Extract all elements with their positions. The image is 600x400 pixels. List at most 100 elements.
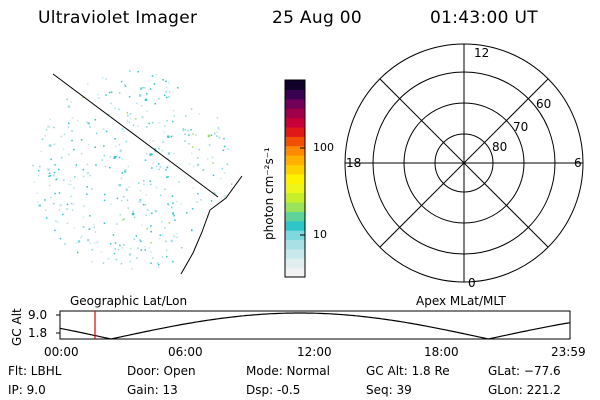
emission-speckle [108,91,111,94]
emission-speckle [150,242,152,244]
emission-speckle [175,233,178,235]
emission-speckle [48,175,50,177]
emission-speckle [70,195,72,198]
emission-speckle [159,234,162,236]
emission-speckle [107,257,110,260]
emission-speckle [115,258,118,261]
emission-speckle [159,166,162,168]
emission-speckle [144,87,146,89]
emission-speckle [124,169,127,171]
emission-speckle [167,203,169,205]
emission-speckle [131,212,135,216]
emission-speckle [140,240,142,243]
geographic-boundary-line [52,73,219,198]
colorbar-segment [285,192,305,203]
mlat-label-80: 80 [492,140,508,154]
terminator-line [180,175,243,275]
emission-speckle [191,152,193,155]
emission-speckle [94,119,96,121]
emission-speckle [149,180,151,182]
emission-speckle [161,256,164,258]
emission-speckle [137,70,139,73]
emission-speckle [171,195,174,197]
emission-speckle [80,152,83,155]
emission-speckle [70,101,72,103]
emission-speckle [188,134,190,136]
colorbar-tick-label-100: 100 [313,141,334,154]
emission-speckle [82,175,85,178]
glon-info: GLon: 221.2 [488,383,561,397]
emission-speckle [153,83,156,85]
emission-speckle [103,222,106,224]
emission-speckle [63,179,65,181]
gain-info: Gain: 13 [127,383,178,397]
mlt-label-12: 12 [474,46,490,60]
emission-speckle [114,242,117,244]
emission-speckle [152,162,154,165]
emission-speckle [89,242,92,244]
emission-speckle [58,209,61,211]
emission-speckle [182,127,185,130]
emission-speckle [71,139,73,142]
emission-speckle [49,118,51,121]
emission-speckle [219,177,222,180]
emission-speckle [89,215,91,217]
emission-speckle [94,146,96,148]
emission-speckle [120,200,123,202]
emission-speckle [91,188,93,190]
glat-info: GLat: −77.6 [488,364,561,378]
emission-speckle [48,184,51,187]
emission-speckle [113,252,116,255]
emission-speckle [187,130,189,132]
emission-speckle [222,149,225,152]
emission-speckle [172,202,174,204]
emission-speckle [55,178,58,181]
emission-speckle [109,156,112,158]
emission-speckle [64,243,66,245]
colorbar [284,79,306,278]
emission-speckle [120,177,123,180]
emission-speckle [128,253,132,256]
colorbar-segment [285,89,305,100]
emission-speckle [124,85,127,87]
emission-speckle [121,158,123,160]
emission-speckle [113,156,117,159]
emission-speckle [172,213,174,215]
emission-speckle [184,129,187,131]
colorbar-segment [285,126,305,137]
emission-speckle [96,241,99,244]
emission-speckle [210,200,213,202]
altitude-ytick-9: 9.0 [28,308,48,322]
colorbar-segment [285,80,305,90]
emission-speckle [208,144,211,146]
emission-speckle [126,119,128,122]
geographic-label: Geographic Lat/Lon [70,294,188,308]
emission-speckle [165,96,168,99]
emission-speckle [168,91,171,93]
emission-speckle [172,109,175,112]
mode-info: Mode: Normal [246,364,330,378]
emission-speckle [123,218,125,220]
emission-speckle [152,140,155,142]
emission-speckle [113,157,115,159]
colorbar-segment [285,201,305,212]
emission-speckle [110,91,113,93]
altitude-xtick-0000: 00:00 [44,345,79,359]
emission-speckle [144,204,147,206]
emission-speckle [77,119,79,122]
emission-speckle [163,94,166,96]
emission-speckle [216,131,218,133]
gc-alt-info: GC Alt: 1.8 Re [366,364,450,378]
colorbar-segment [285,239,305,250]
emission-speckle [173,115,176,117]
altitude-plot [56,310,571,340]
emission-speckle [200,199,202,201]
time-label: 01:43:00 UT [430,8,538,28]
emission-speckle [57,168,60,171]
emission-speckle [62,213,64,216]
emission-speckle [178,181,180,183]
emission-speckle [71,130,73,132]
emission-speckle [103,145,105,147]
emission-speckle [218,136,221,139]
emission-speckle [62,148,65,150]
